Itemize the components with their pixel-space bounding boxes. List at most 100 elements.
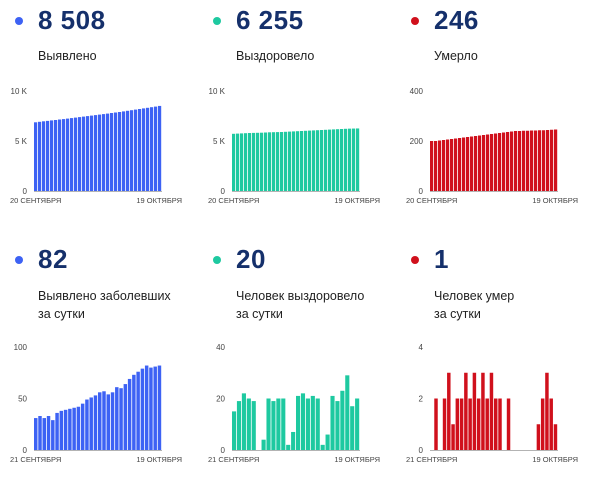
x-tick-label: 21 СЕНТЯБРЯ (208, 455, 259, 464)
bar (251, 401, 256, 450)
bar (74, 117, 78, 191)
bar (126, 110, 130, 191)
bar (276, 132, 280, 191)
bar (122, 111, 126, 191)
bar (98, 392, 102, 450)
bar (115, 387, 119, 450)
bar (149, 367, 153, 450)
bar (58, 119, 62, 191)
bar (526, 130, 530, 191)
y-tick-label: 2 (419, 395, 424, 404)
bar (550, 129, 554, 191)
bar (236, 401, 242, 450)
bar (451, 424, 455, 450)
bar (470, 136, 474, 191)
bar (78, 117, 82, 191)
bar (232, 411, 237, 451)
bar (54, 120, 58, 191)
bar (146, 107, 150, 191)
bar (50, 120, 54, 191)
total-deaths-label: Умерло (434, 49, 478, 63)
bar (498, 398, 502, 450)
total-cases-dot-icon (15, 17, 23, 25)
bar (93, 395, 98, 450)
x-tick-label: 19 ОКТЯБРЯ (136, 455, 182, 464)
bar (76, 406, 81, 450)
bar (55, 412, 59, 450)
bar (330, 395, 335, 450)
total-recovered-chart: 10 K 5 K 020 СЕНТЯБРЯ 19 ОКТЯБРЯ (208, 87, 380, 205)
bar (68, 408, 72, 450)
daily-deaths-label: Человек умер за сутки (434, 289, 515, 321)
bar (454, 138, 458, 191)
bar (316, 130, 320, 191)
bar (288, 131, 292, 191)
x-tick-label: 19 ОКТЯБРЯ (334, 455, 380, 464)
y-tick-label: 200 (410, 137, 424, 146)
bar (42, 121, 46, 191)
bar (320, 444, 325, 450)
bar (276, 398, 281, 450)
bar (42, 418, 46, 450)
bar (490, 134, 494, 191)
bar (90, 115, 94, 191)
bar (300, 393, 306, 450)
bar (489, 372, 494, 450)
bar (138, 109, 142, 191)
bar (315, 398, 320, 450)
bar (232, 133, 236, 191)
bar (546, 130, 550, 191)
daily-deaths-chart: 4 2 021 СЕНТЯБРЯ 19 ОКТЯБРЯ (406, 343, 578, 464)
bar (63, 409, 68, 450)
total-recovered-label: Выздоровело (236, 49, 315, 63)
bar (430, 141, 434, 191)
bar (261, 439, 266, 450)
bar (308, 130, 312, 191)
bar (102, 391, 106, 450)
bar (446, 139, 450, 191)
bar (123, 384, 128, 450)
bar (114, 112, 118, 191)
bar (345, 375, 350, 450)
bar (272, 132, 276, 191)
bar (34, 418, 38, 450)
bar (46, 416, 51, 450)
bar (510, 131, 514, 191)
total-cases-value: 8 508 (38, 5, 106, 35)
bar (266, 398, 271, 450)
x-tick-label: 21 СЕНТЯБРЯ (406, 455, 457, 464)
total-recovered-value: 6 255 (236, 5, 304, 35)
y-tick-label: 0 (419, 187, 424, 196)
bar (256, 132, 260, 191)
y-tick-label: 10 K (11, 87, 28, 96)
bar (498, 133, 502, 191)
x-tick-label: 19 ОКТЯБРЯ (532, 455, 578, 464)
bar (102, 114, 106, 191)
bar (304, 130, 308, 191)
bar (241, 393, 246, 450)
daily-cases-value: 82 (38, 244, 68, 274)
bar (158, 105, 162, 191)
bar (434, 141, 438, 191)
daily-recovered-dot-icon (213, 256, 221, 264)
daily-cases-dot-icon (15, 256, 23, 264)
bar (352, 128, 356, 191)
bar (246, 398, 251, 450)
y-tick-label: 400 (410, 87, 424, 96)
bar (236, 133, 240, 191)
bar (271, 401, 276, 450)
y-tick-label: 100 (14, 343, 28, 352)
daily-recovered-value: 20 (236, 244, 266, 274)
y-tick-label: 0 (419, 446, 424, 455)
bar (153, 366, 157, 450)
bar (296, 131, 300, 191)
bar (324, 129, 328, 191)
bar (136, 371, 140, 450)
bar (450, 139, 454, 191)
bar (296, 395, 301, 450)
bar (85, 399, 89, 450)
bar (291, 431, 296, 450)
panel-daily-recovered: 20 Человек выздоровело за сутки 40 20 0 21 … (198, 238, 396, 476)
bar (536, 424, 541, 450)
total-recovered-dot-icon (213, 17, 221, 25)
